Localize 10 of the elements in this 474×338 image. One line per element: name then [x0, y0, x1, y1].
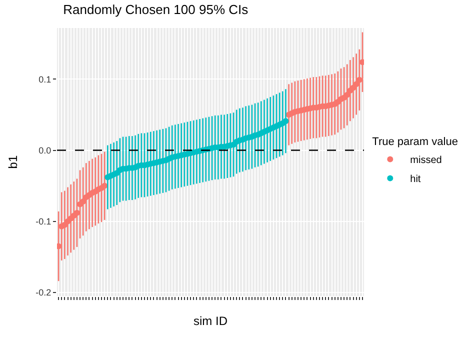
- x-axis-title: sim ID: [194, 314, 228, 328]
- legend-title: True param value: [372, 136, 458, 148]
- y-tick-label: 0.1: [38, 74, 52, 84]
- chart-title: Randomly Chosen 100 95% CIs: [63, 2, 249, 18]
- y-tick-label: 0.0: [38, 145, 52, 156]
- y-tick-label: -0.1: [36, 216, 52, 227]
- legend-label: missed: [410, 155, 442, 166]
- y-axis-title: b1: [6, 155, 20, 169]
- y-tick-label: -0.2: [36, 288, 52, 298]
- legend-label: hit: [410, 174, 421, 186]
